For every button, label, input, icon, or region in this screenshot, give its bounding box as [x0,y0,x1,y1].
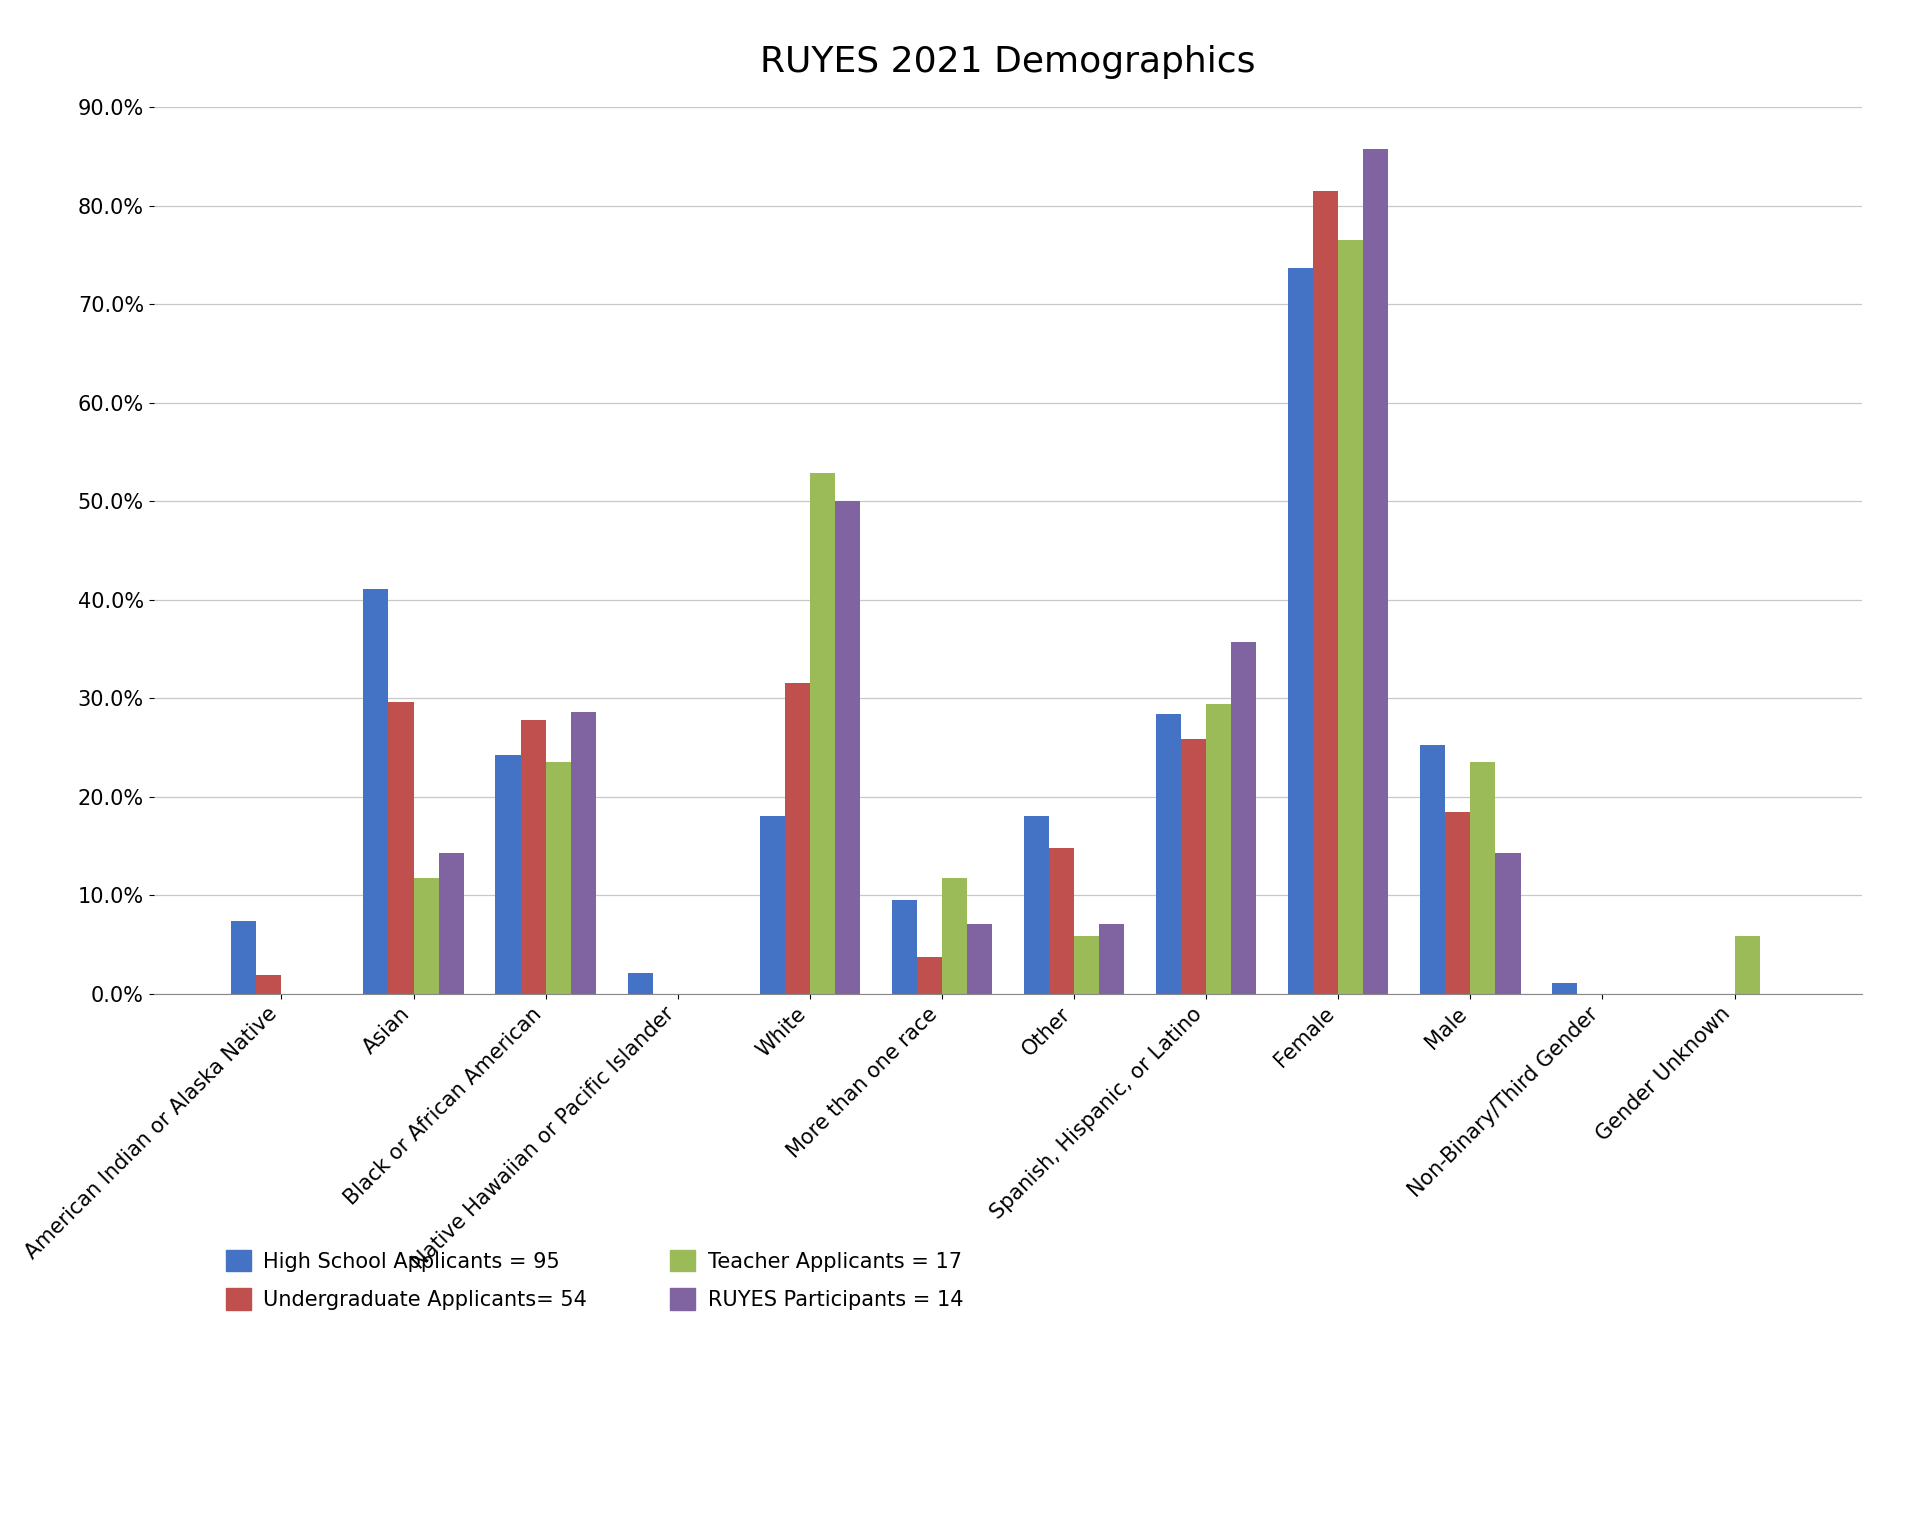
Title: RUYES 2021 Demographics: RUYES 2021 Demographics [760,46,1256,80]
Bar [1363,150,1388,994]
Bar [1098,924,1125,994]
Bar [1338,240,1363,994]
Bar [1156,714,1181,994]
Bar [1206,705,1231,994]
Legend: High School Applicants = 95, Undergraduate Applicants= 54, Teacher Applicants = : High School Applicants = 95, Undergradua… [215,1240,973,1321]
Bar [835,502,860,994]
Bar [1446,812,1471,994]
Bar [918,957,943,994]
Bar [1471,763,1496,994]
Bar [413,878,438,994]
Bar [1421,745,1446,994]
Bar [760,816,785,994]
Bar [810,472,835,994]
Bar [943,878,968,994]
Bar [230,920,257,994]
Bar [968,924,993,994]
Bar [1073,936,1098,994]
Bar [785,683,810,994]
Bar [1023,816,1048,994]
Bar [570,713,595,994]
Bar [1313,191,1338,994]
Bar [1048,849,1073,994]
Bar [257,976,282,994]
Bar [1288,268,1313,994]
Bar [545,763,570,994]
Bar [1734,936,1759,994]
Bar [1231,642,1256,994]
Bar [438,853,465,994]
Bar [1181,739,1206,994]
Bar [628,972,653,994]
Bar [495,755,520,994]
Bar [891,901,918,994]
Bar [520,720,545,994]
Bar [1551,983,1578,994]
Bar [363,589,388,994]
Bar [1496,853,1521,994]
Bar [388,702,413,994]
